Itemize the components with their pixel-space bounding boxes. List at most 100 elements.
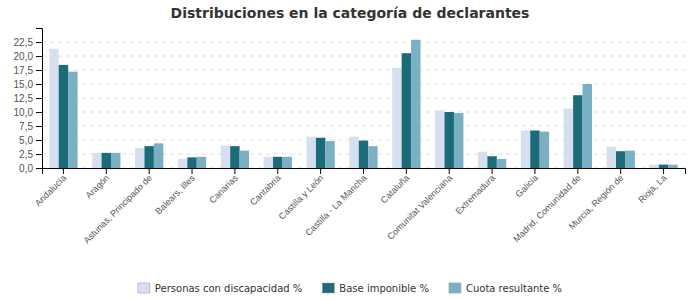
bar — [230, 146, 239, 168]
bar — [392, 68, 401, 168]
y-tick-label: 15,0 — [14, 79, 34, 90]
x-tick-label: Balears, Illes — [153, 172, 197, 216]
legend-item: Base imponible % — [322, 283, 429, 294]
x-tick-label: Comunitat Valenciana — [385, 173, 454, 242]
x-tick-mark — [620, 168, 621, 174]
bars — [49, 40, 677, 168]
bar — [154, 143, 163, 168]
y-tick-label: 5,0 — [19, 135, 33, 146]
x-tick-mark — [277, 168, 278, 174]
x-axis: AndalucíaAragónAsturias, Principado deBa… — [33, 168, 686, 245]
bar — [402, 53, 411, 168]
x-tick: Andalucía — [33, 168, 68, 208]
y-tick-mark — [36, 126, 42, 127]
bar — [530, 130, 539, 168]
legend-item: Personas con discapacidad % — [138, 283, 302, 294]
y-tick-label: 17,5 — [14, 65, 34, 76]
x-tick: Madrid, Comunidad de — [511, 168, 582, 244]
x-tick-mark — [192, 168, 193, 174]
bar — [478, 152, 487, 168]
x-tick: Castilla y León — [277, 168, 326, 222]
y-tick-mark — [36, 42, 42, 43]
bar — [411, 40, 420, 168]
x-tick-mark — [320, 168, 321, 174]
title: Distribuciones en la categoría de declar… — [171, 5, 530, 21]
x-tick-mark — [406, 168, 407, 174]
y-tick: 20,0 — [14, 51, 42, 62]
bar-series — [49, 49, 659, 168]
y-tick: 15,0 — [14, 79, 42, 90]
bar-series — [59, 53, 669, 168]
x-tick: Canarias — [207, 168, 240, 205]
bar — [607, 147, 616, 168]
y-axis-line — [36, 29, 43, 169]
bar — [144, 146, 153, 168]
bar — [445, 112, 454, 168]
y-tick-label: 10,0 — [14, 107, 34, 118]
bar — [487, 156, 496, 168]
x-tick-mark — [63, 168, 64, 174]
y-axis: 0,0 2,5 5,0 7,5 10,0 12,5 15,0 17,5 20,0 22,5 — [14, 29, 43, 174]
x-tick-label: Extremadura — [453, 173, 497, 217]
bar — [359, 141, 368, 168]
x-tick: Rioja, La — [636, 168, 668, 205]
bar — [187, 157, 196, 168]
y-tick: 2,5 — [19, 149, 42, 160]
y-tick-label: 20,0 — [14, 51, 34, 62]
x-tick-label: Andalucía — [33, 173, 68, 208]
x-tick: Murcia, Región de — [567, 168, 626, 232]
bar — [178, 159, 187, 168]
x-tick-mark — [449, 168, 450, 174]
bar — [59, 65, 68, 168]
bar — [625, 151, 634, 168]
bar — [521, 130, 530, 168]
x-tick-label: Castilla y León — [277, 173, 326, 222]
bar — [273, 157, 282, 168]
x-tick-label: Asturias, Principado de — [82, 173, 155, 246]
bar — [197, 157, 206, 168]
y-tick-label: 0,0 — [19, 163, 33, 174]
x-tick-label: Rioja, La — [636, 173, 668, 205]
y-tick-mark — [36, 84, 42, 85]
grid-line — [42, 42, 685, 43]
legend-swatch — [449, 283, 461, 293]
x-tick-mark — [492, 168, 493, 174]
y-tick: 0,0 — [19, 163, 42, 174]
y-tick: 12,5 — [14, 93, 42, 104]
bar — [540, 132, 549, 168]
bar — [92, 153, 101, 168]
legend-swatch — [322, 283, 334, 293]
bar — [583, 84, 592, 168]
x-tick-mark — [663, 168, 664, 174]
legend-label: Personas con discapacidad % — [155, 283, 302, 294]
bar — [316, 138, 325, 168]
y-tick-label: 22,5 — [14, 37, 34, 48]
y-tick-label: 12,5 — [14, 93, 34, 104]
grid-line — [42, 56, 685, 57]
bar — [68, 72, 77, 168]
bar — [264, 157, 273, 168]
bar — [111, 153, 120, 168]
bar — [435, 110, 444, 168]
legend: Personas con discapacidad % Base imponibl… — [138, 283, 562, 294]
x-tick: Comunitat Valenciana — [385, 168, 454, 242]
bar — [221, 146, 230, 168]
legend-label: Base imponible % — [339, 283, 429, 294]
y-tick: 5,0 — [19, 135, 42, 146]
bar — [564, 109, 573, 168]
y-tick-mark — [36, 154, 42, 155]
chart: Distribuciones en la categoría de declar… — [0, 0, 700, 300]
bar-series — [68, 40, 678, 168]
y-tick-mark — [36, 112, 42, 113]
bar — [325, 141, 334, 168]
x-tick-mark — [534, 168, 535, 174]
y-tick: 7,5 — [19, 121, 42, 132]
x-tick: Extremadura — [453, 168, 497, 216]
x-tick-mark — [363, 168, 364, 174]
y-tick-label: 2,5 — [19, 149, 33, 160]
plot: 0,0 2,5 5,0 7,5 10,0 12,5 15,0 17,5 20,0 22,5 Anda… — [14, 29, 686, 246]
y-tick-mark — [36, 98, 42, 99]
y-tick-mark — [36, 168, 42, 169]
x-tick-mark — [234, 168, 235, 174]
x-tick: Asturias, Principado de — [82, 168, 155, 245]
